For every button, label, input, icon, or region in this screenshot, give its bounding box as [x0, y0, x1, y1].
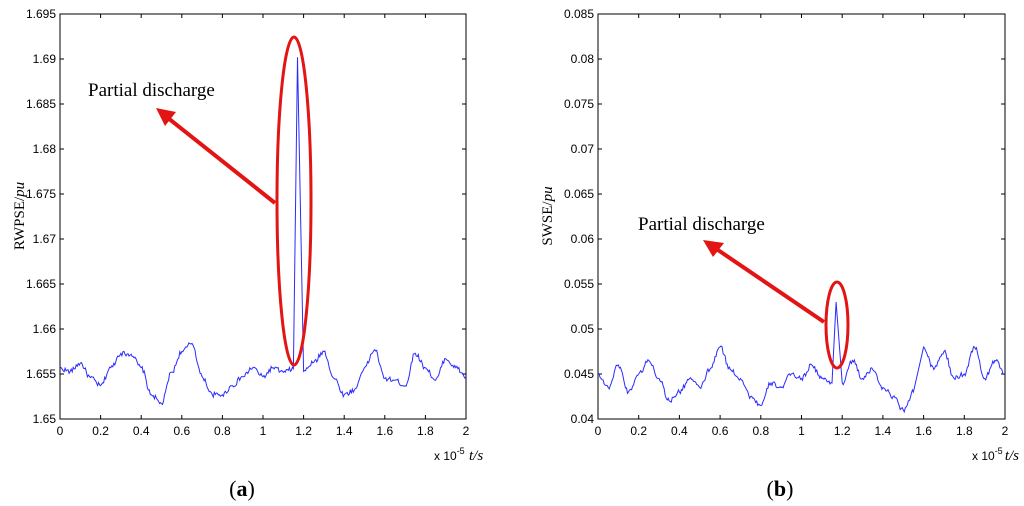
ticks-b: 0 0.2 0.4 0.6 0.8 1 1.2 1.4 1.6 1.8 2 0.04 0.045 0.05… — [564, 7, 1009, 438]
chart-a: 0 0.2 0.4 0.6 0.8 1 1.2 1.4 1.6 1.8 2 1.65 1.655 1.66… — [12, 7, 483, 501]
panel-label-b: (b) — [767, 476, 794, 501]
y-tick-label-b: 0.05 — [571, 322, 595, 336]
annotation-text-b: Partial discharge — [638, 214, 765, 235]
x-tick-label-a: 0.4 — [133, 424, 150, 438]
chart-b: 0 0.2 0.4 0.6 0.8 1 1.2 1.4 1.6 1.8 2 0.04 0.045 0.05… — [540, 7, 1019, 501]
x-tick-label-a: 1 — [260, 424, 267, 438]
y-tick-label-b: 0.06 — [571, 232, 595, 246]
x-tick-label-a: 1.6 — [376, 424, 393, 438]
x-tick-label-b: 1.4 — [875, 424, 892, 438]
y-tick-label-a: 1.65 — [33, 412, 57, 426]
y-tick-label-a: 1.68 — [33, 142, 57, 156]
series-line-b — [598, 301, 1005, 414]
x-tick-label-b: 0.6 — [712, 424, 729, 438]
y-tick-label-a: 1.69 — [33, 52, 57, 66]
y-tick-label-a: 1.675 — [26, 187, 56, 201]
series-line-a — [60, 57, 466, 406]
arrow-head-a — [156, 108, 176, 126]
y-tick-label-b: 0.085 — [564, 7, 594, 21]
x-tick-label-a: 1.4 — [336, 424, 353, 438]
annotation-text-a: Partial discharge — [88, 80, 215, 101]
x-tick-label-b: 2 — [1002, 424, 1009, 438]
x-multiplier-b: x 10-5 — [972, 446, 1003, 463]
x-tick-label-b: 0.4 — [671, 424, 688, 438]
y-tick-label-b: 0.065 — [564, 187, 594, 201]
x-axis-label-a: t/s — [469, 448, 483, 464]
y-tick-label-b: 0.07 — [571, 142, 595, 156]
panel-label-a: (a) — [229, 476, 255, 501]
x-multiplier-a: x 10-5 — [434, 446, 465, 463]
x-tick-label-b: 1.2 — [834, 424, 851, 438]
y-axis-label-a: RWPSE/pu — [12, 182, 28, 250]
x-tick-label-a: 2 — [463, 424, 470, 438]
x-tick-label-a: 0 — [57, 424, 64, 438]
x-tick-label-b: 0 — [595, 424, 602, 438]
x-tick-label-b: 0.8 — [752, 424, 769, 438]
x-tick-label-b: 1.8 — [956, 424, 973, 438]
y-tick-label-a: 1.66 — [33, 322, 57, 336]
x-tick-label-a: 1.2 — [295, 424, 312, 438]
x-tick-label-a: 0.8 — [214, 424, 231, 438]
y-tick-label-b: 0.055 — [564, 277, 594, 291]
x-tick-label-a: 1.8 — [417, 424, 434, 438]
y-tick-label-b: 0.075 — [564, 97, 594, 111]
y-tick-label-a: 1.695 — [26, 7, 56, 21]
y-tick-label-a: 1.685 — [26, 97, 56, 111]
y-tick-label-b: 0.08 — [571, 52, 595, 66]
annotation-arrow-b — [713, 246, 826, 324]
x-tick-label-a: 0.6 — [173, 424, 190, 438]
highlight-ellipse-b — [824, 280, 850, 370]
y-tick-label-b: 0.045 — [564, 367, 594, 381]
x-tick-label-b: 1.6 — [915, 424, 932, 438]
plot-frame-b — [597, 13, 1006, 420]
x-tick-label-b: 0.2 — [630, 424, 647, 438]
y-tick-label-a: 1.67 — [33, 232, 57, 246]
arrow-head-b — [703, 240, 724, 257]
y-tick-label-b: 0.04 — [571, 412, 595, 426]
highlight-ellipse-a — [275, 35, 313, 367]
x-axis-label-b: t/s — [1005, 448, 1019, 464]
plot-frame-a — [59, 13, 467, 420]
x-tick-label-a: 0.2 — [92, 424, 109, 438]
y-tick-label-a: 1.665 — [26, 277, 56, 291]
x-tick-label-b: 1 — [798, 424, 805, 438]
ticks-a: 0 0.2 0.4 0.6 0.8 1 1.2 1.4 1.6 1.8 2 1.65 1.655 1.66… — [26, 7, 470, 438]
annotation-arrow-a — [166, 116, 277, 205]
y-axis-label-b: SWSE/pu — [540, 186, 556, 245]
y-tick-label-a: 1.655 — [26, 367, 56, 381]
